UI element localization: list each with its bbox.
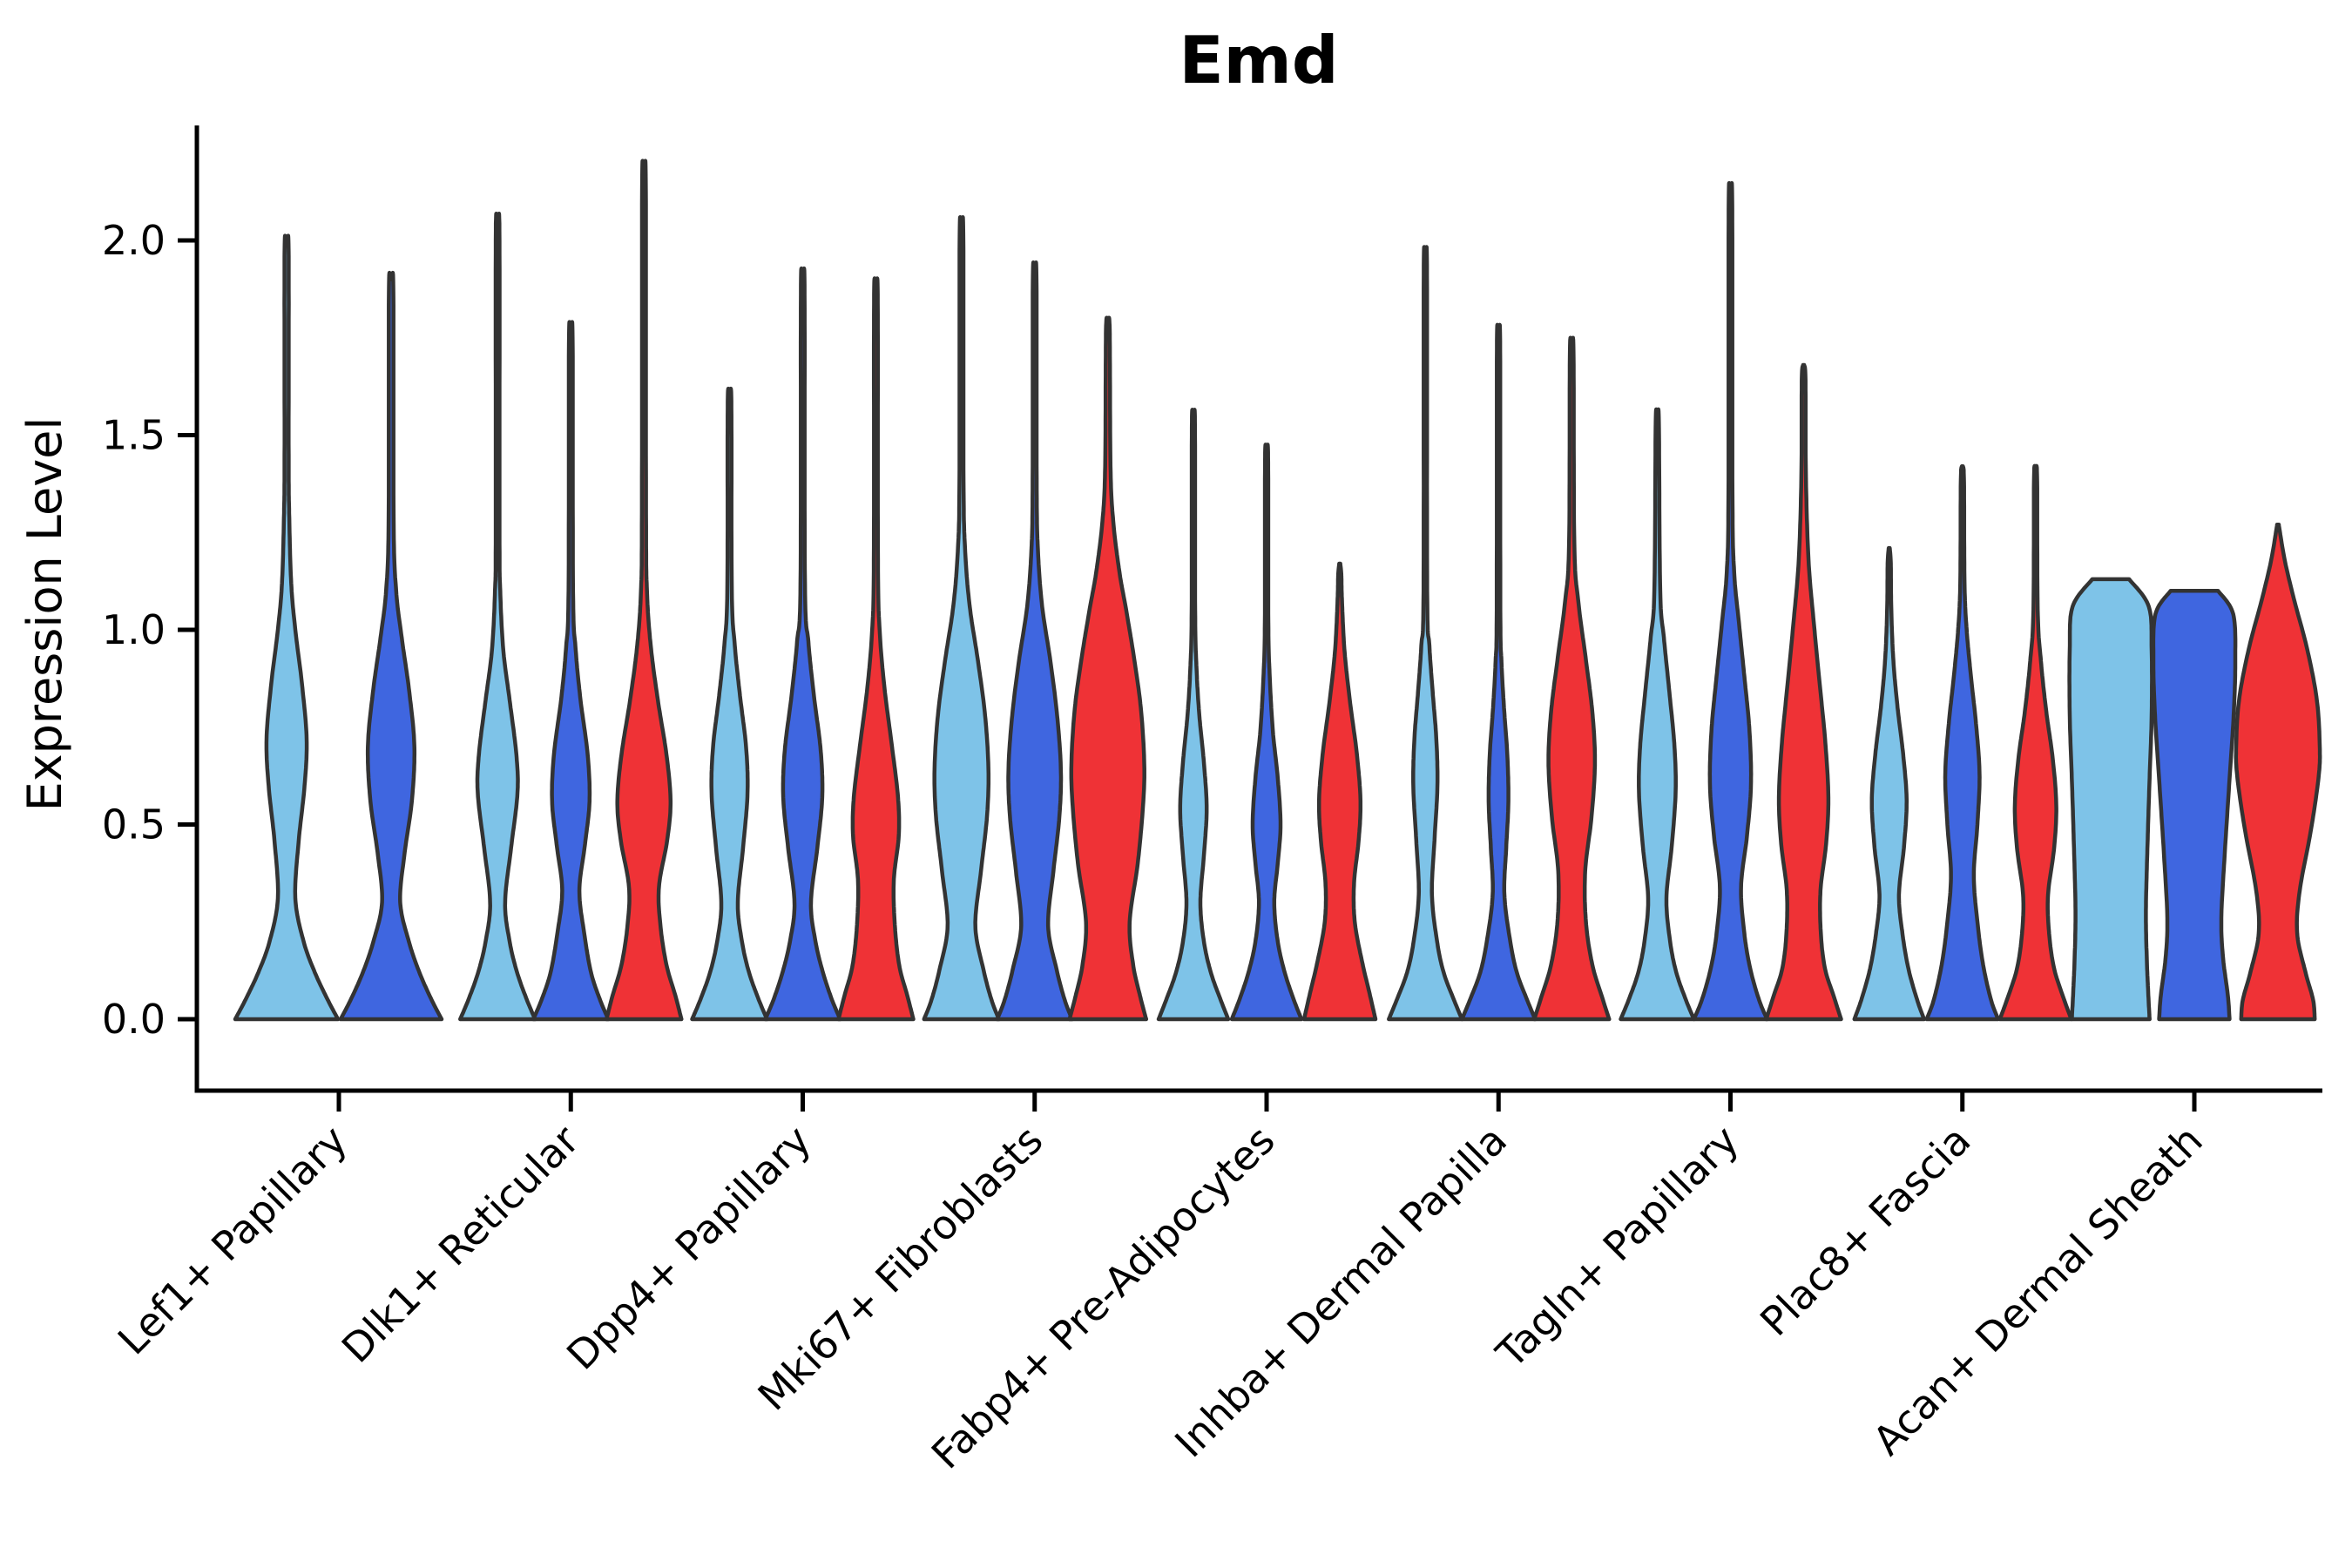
violin-tagln-papillary-s3 — [1764, 362, 1843, 1022]
violin-lef1-papillary-s1 — [233, 233, 341, 1022]
violin-plac8-fascia-s2 — [1924, 464, 2001, 1022]
violin-plac8-fascia-s3 — [1997, 463, 2074, 1022]
violin-inhba-dermal-papilla-s1 — [1387, 245, 1464, 1022]
violin-fabp4-pre-adipocytes-s1 — [1156, 408, 1231, 1022]
violin-acan-dermal-sheath-s1 — [2067, 577, 2154, 1022]
violin-tagln-papillary-s2 — [1692, 180, 1769, 1022]
y-tick-label: 1.5 — [102, 412, 166, 459]
chart-title: Emd — [1179, 22, 1338, 98]
violin-dpp4-papillary-s3 — [836, 276, 916, 1022]
y-tick-label: 2.0 — [102, 217, 166, 264]
y-tick-label: 0.0 — [102, 996, 166, 1043]
violin-inhba-dermal-papilla-s3 — [1532, 335, 1612, 1022]
violin-fabp4-pre-adipocytes-s3 — [1301, 561, 1378, 1022]
axis-spines-and-ticks — [178, 125, 2322, 1112]
violin-dpp4-papillary-s2 — [763, 266, 842, 1022]
y-tick-label: 1.0 — [102, 606, 166, 653]
y-tick-label: 0.5 — [102, 801, 166, 848]
violin-mki67-fibroblasts-s1 — [922, 215, 1002, 1022]
violin-mki67-fibroblasts-s3 — [1067, 315, 1149, 1022]
x-category-label: Plac8+ Fascia — [1751, 1117, 1979, 1345]
violin-series — [233, 159, 2322, 1022]
violin-dlk1-reticular-s3 — [605, 159, 684, 1022]
violin-dpp4-papillary-s1 — [690, 386, 769, 1022]
violin-fabp4-pre-adipocytes-s2 — [1229, 443, 1304, 1022]
violin-lef1-papillary-s2 — [338, 270, 444, 1022]
axes — [178, 125, 2322, 1112]
x-category-label: Lef1+ Papillary — [109, 1117, 356, 1364]
violin-acan-dermal-sheath-s2 — [2151, 589, 2238, 1022]
violin-dlk1-reticular-s2 — [531, 320, 611, 1022]
y-axis-label: Expression Level — [17, 417, 72, 812]
violin-inhba-dermal-papilla-s2 — [1460, 322, 1538, 1022]
violin-acan-dermal-sheath-s3 — [2234, 523, 2322, 1022]
x-category-label: Dlk1+ Reticular — [333, 1117, 588, 1372]
violin-plac8-fascia-s1 — [1852, 545, 1927, 1022]
violin-dlk1-reticular-s1 — [458, 211, 537, 1022]
x-category-label: Tagln+ Papillary — [1487, 1117, 1748, 1378]
x-category-label: Dpp4+ Papillary — [558, 1117, 820, 1379]
violin-mki67-fibroblasts-s2 — [995, 260, 1075, 1022]
violin-tagln-papillary-s1 — [1619, 407, 1696, 1022]
